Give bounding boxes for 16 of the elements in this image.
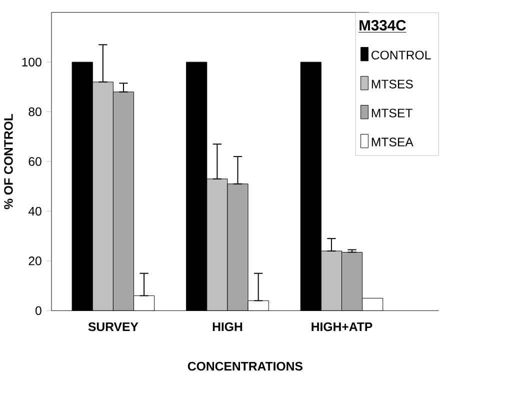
legend-label: CONTROL bbox=[372, 50, 431, 60]
y-tick-label: 40 bbox=[28, 206, 42, 216]
legend-label: MTSES bbox=[372, 80, 413, 88]
y-tick-label: 80 bbox=[28, 107, 42, 116]
legend-title: M334C bbox=[360, 20, 406, 31]
x-axis-title: CONCENTRATIONS bbox=[188, 362, 302, 371]
y-tick-label: 100 bbox=[22, 58, 42, 66]
x-tick-label: SURVEY bbox=[88, 322, 138, 332]
x-tick-label: HIGH+ATP bbox=[312, 322, 372, 332]
legend-label: MTSEA bbox=[372, 138, 414, 146]
y-tick-label: 60 bbox=[28, 157, 42, 166]
y-tick-label: 0 bbox=[36, 306, 42, 316]
legend-label: MTSET bbox=[372, 108, 412, 118]
x-tick-label: HIGH bbox=[212, 322, 242, 332]
y-axis-title: % OF CONTROL bbox=[4, 114, 13, 210]
y-tick-label: 20 bbox=[28, 256, 42, 266]
